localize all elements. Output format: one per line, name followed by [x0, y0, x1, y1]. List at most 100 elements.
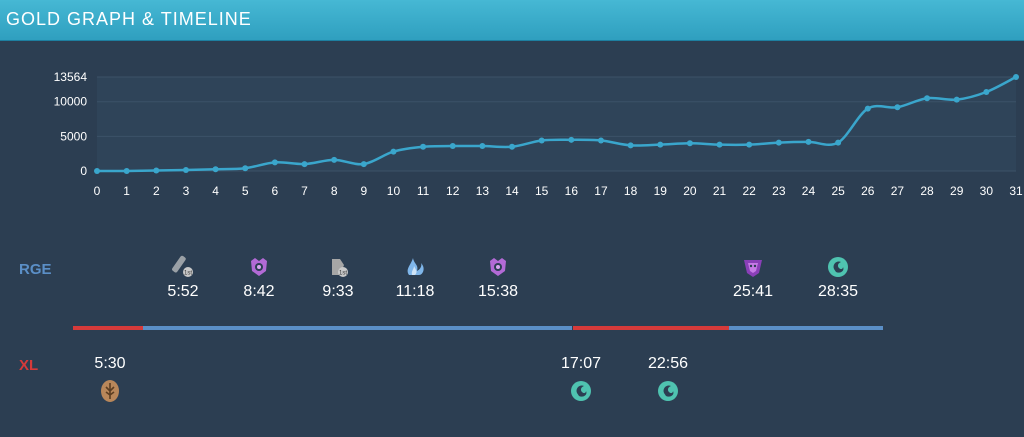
x-tick-label: 7 [301, 184, 308, 198]
x-tick-label: 12 [446, 184, 460, 198]
y-tick-label: 10000 [54, 95, 88, 109]
x-tick-label: 24 [802, 184, 816, 198]
data-point [271, 159, 278, 166]
data-point [449, 143, 456, 150]
xl-event: 22:56 [638, 355, 698, 403]
x-tick-label: 17 [594, 184, 608, 198]
event-time: 17:07 [560, 355, 602, 372]
x-tick-label: 26 [861, 184, 875, 198]
data-point [746, 141, 753, 148]
timeline-segment-xl [73, 326, 144, 330]
data-point [627, 142, 634, 149]
data-point [538, 137, 545, 144]
event-time: 9:33 [322, 283, 354, 300]
x-tick-label: 29 [950, 184, 964, 198]
team-label-xl: XL [19, 357, 39, 374]
x-tick-label: 18 [624, 184, 638, 198]
timeline-segment-xl [572, 326, 730, 330]
cloud-drake-icon [385, 255, 445, 279]
svg-text:1st: 1st [339, 271, 347, 277]
rge-event: 1st 9:33 [308, 255, 368, 301]
data-point [153, 167, 160, 174]
data-point [716, 141, 723, 148]
event-time: 5:52 [167, 283, 199, 300]
rift-herald-icon [468, 255, 528, 279]
event-time: 25:41 [732, 283, 774, 300]
data-point [835, 139, 842, 146]
data-point [242, 165, 249, 172]
x-tick-label: 20 [683, 184, 697, 198]
x-tick-label: 30 [980, 184, 994, 198]
x-tick-label: 25 [831, 184, 845, 198]
xl-event: 5:30 [80, 355, 140, 403]
x-tick-label: 5 [242, 184, 249, 198]
x-tick-label: 21 [713, 184, 727, 198]
data-point [657, 141, 664, 148]
event-time: 11:18 [395, 283, 435, 300]
mountain-drake-icon [80, 379, 140, 403]
x-tick-label: 16 [565, 184, 579, 198]
data-point [390, 148, 397, 155]
x-tick-label: 14 [505, 184, 519, 198]
data-point [953, 96, 960, 103]
rge-event: 25:41 [723, 255, 783, 301]
first-inhibitor-icon: 1st [308, 255, 368, 279]
x-tick-label: 11 [417, 184, 430, 198]
team-label-rge: RGE [19, 261, 52, 278]
ocean-drake-icon [638, 379, 698, 403]
event-time: 15:38 [477, 283, 519, 300]
data-point [686, 140, 693, 147]
x-tick-label: 2 [153, 184, 160, 198]
data-point [983, 88, 990, 95]
x-tick-label: 4 [212, 184, 219, 198]
x-tick-label: 8 [331, 184, 338, 198]
data-point [568, 136, 575, 143]
data-point [509, 143, 516, 150]
x-tick-label: 15 [535, 184, 549, 198]
first-tower-icon: 1st [153, 255, 213, 279]
data-point [331, 156, 338, 163]
x-tick-label: 28 [920, 184, 934, 198]
data-point [864, 105, 871, 112]
x-tick-label: 10 [387, 184, 401, 198]
x-tick-label: 9 [360, 184, 367, 198]
x-tick-label: 22 [743, 184, 757, 198]
header-bar: GOLD GRAPH & TIMELINE [0, 0, 1024, 41]
xl-event: 17:07 [551, 355, 611, 403]
data-point [123, 168, 130, 174]
data-point [1013, 74, 1019, 80]
data-point [212, 166, 219, 173]
rge-event: 8:42 [229, 255, 289, 301]
ocean-drake-icon [551, 379, 611, 403]
x-tick-label: 6 [272, 184, 279, 198]
data-point [479, 143, 486, 150]
data-point [420, 143, 427, 150]
x-tick-label: 23 [772, 184, 786, 198]
data-point [182, 166, 189, 173]
x-tick-label: 3 [183, 184, 190, 198]
x-tick-label: 31 [1009, 184, 1023, 198]
rge-event: 1st 5:52 [153, 255, 213, 301]
y-tick-label: 13564 [54, 70, 88, 84]
event-time: 22:56 [647, 355, 689, 372]
event-time: 8:42 [243, 283, 275, 300]
x-tick-label: 27 [891, 184, 905, 198]
rift-herald-icon [229, 255, 289, 279]
timeline-bar [73, 326, 883, 330]
data-point [924, 95, 931, 102]
data-point [597, 137, 604, 144]
x-tick-label: 0 [94, 184, 101, 198]
ocean-drake-icon [808, 255, 868, 279]
timeline-segment-rge [143, 326, 573, 330]
y-tick-label: 5000 [60, 129, 87, 143]
rge-event: 11:18 [385, 255, 445, 301]
data-point [301, 161, 308, 168]
data-point [775, 139, 782, 146]
x-tick-label: 19 [654, 184, 668, 198]
baron-nashor-icon [723, 255, 783, 279]
event-time: 28:35 [817, 283, 859, 300]
plot-area [97, 77, 1016, 171]
event-time: 5:30 [94, 355, 126, 372]
x-tick-label: 1 [123, 184, 130, 198]
